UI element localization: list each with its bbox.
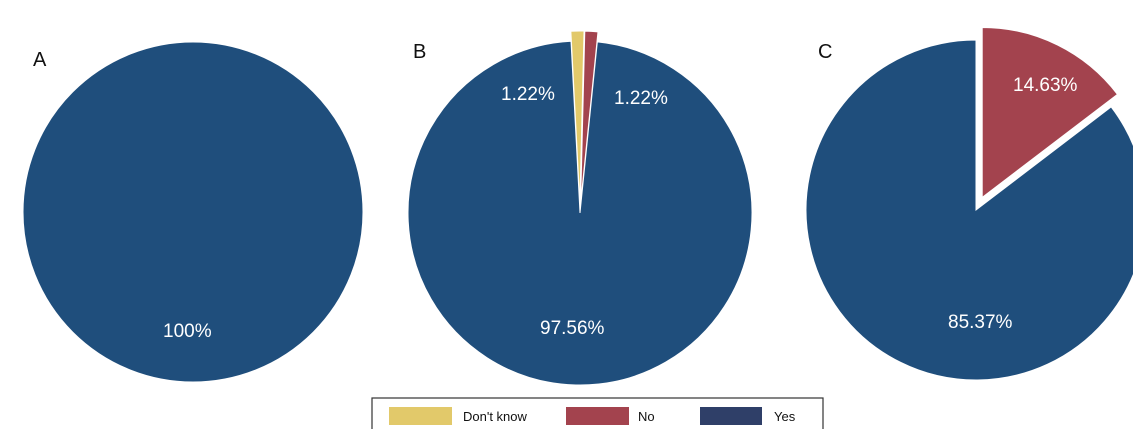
slice-label-a-yes: 100% — [163, 321, 212, 342]
slice-label-c-no: 14.63% — [1013, 75, 1078, 96]
slice-label-b-dontknow: 1.22% — [501, 84, 555, 105]
slice-label-b-yes: 97.56% — [540, 318, 605, 339]
pie-slice-c-yes — [805, 39, 1133, 381]
legend-label-no: No — [638, 409, 655, 424]
panel-b: B 1.22% 1.22% 97.56% — [407, 30, 753, 386]
panel-a: A 100% — [22, 41, 364, 383]
panel-b-letter: B — [413, 41, 426, 63]
panel-c-letter: C — [818, 41, 832, 63]
pie-c — [805, 26, 1133, 381]
panel-a-letter: A — [33, 49, 47, 71]
panel-c: C 14.63% 85.37% — [805, 26, 1133, 381]
pie-slice-b-dontknow — [570, 30, 585, 204]
pie-a — [22, 41, 364, 383]
legend-label-dontknow: Don't know — [463, 409, 528, 424]
slice-label-c-yes: 85.37% — [948, 312, 1013, 333]
pie-slice-c-no — [981, 26, 1119, 199]
legend-swatch-yes — [700, 407, 762, 425]
pie-slice-b-yes — [407, 40, 753, 386]
legend-label-yes: Yes — [774, 409, 796, 424]
legend: Don't know No Yes — [371, 397, 824, 429]
legend-swatch-dontknow — [389, 407, 452, 425]
legend-swatch-no — [566, 407, 629, 425]
slice-label-b-no: 1.22% — [614, 88, 668, 109]
pie-b — [407, 30, 753, 386]
pie-slice-a-yes — [22, 41, 364, 383]
